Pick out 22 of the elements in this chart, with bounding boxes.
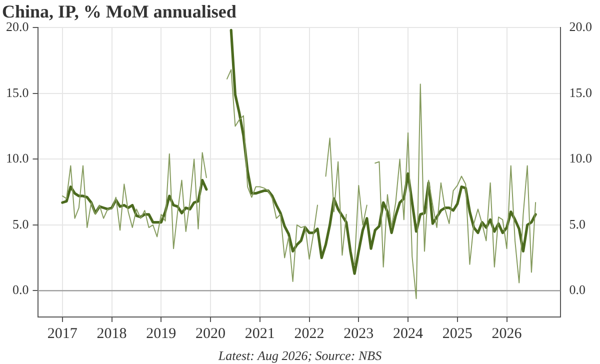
x-tick-label: 2019	[146, 326, 176, 342]
y2-tick-label: 10.0	[569, 150, 592, 166]
y2-tick-label: 20.0	[569, 19, 592, 34]
y-tick-label: 0.0	[12, 282, 29, 298]
x-tick-label: 2020	[196, 326, 226, 342]
x-tick-label: 2021	[244, 326, 275, 342]
y2-tick-label: 0.0	[569, 282, 586, 298]
y2-tick-label: 5.0	[569, 216, 586, 232]
x-tick-label: 2018	[96, 326, 127, 342]
x-tick-label: 2026	[492, 326, 522, 342]
x-tick-label: 2017	[47, 326, 78, 342]
y-tick-label: 15.0	[6, 84, 29, 100]
y-tick-label: 10.0	[6, 150, 29, 166]
x-tick-label: 2022	[294, 326, 324, 342]
y-tick-label: 5.0	[12, 216, 29, 232]
x-tick-label: 2023	[344, 326, 374, 342]
y-tick-label: 20.0	[6, 19, 29, 34]
chart-title: China, IP, % MoM annualised	[2, 1, 236, 22]
x-tick-label: 2024	[393, 326, 424, 342]
x-tick-label: 2025	[442, 326, 472, 342]
y2-tick-label: 15.0	[569, 84, 592, 100]
text: Latest: Aug 2026; Source: NBS	[217, 348, 382, 363]
